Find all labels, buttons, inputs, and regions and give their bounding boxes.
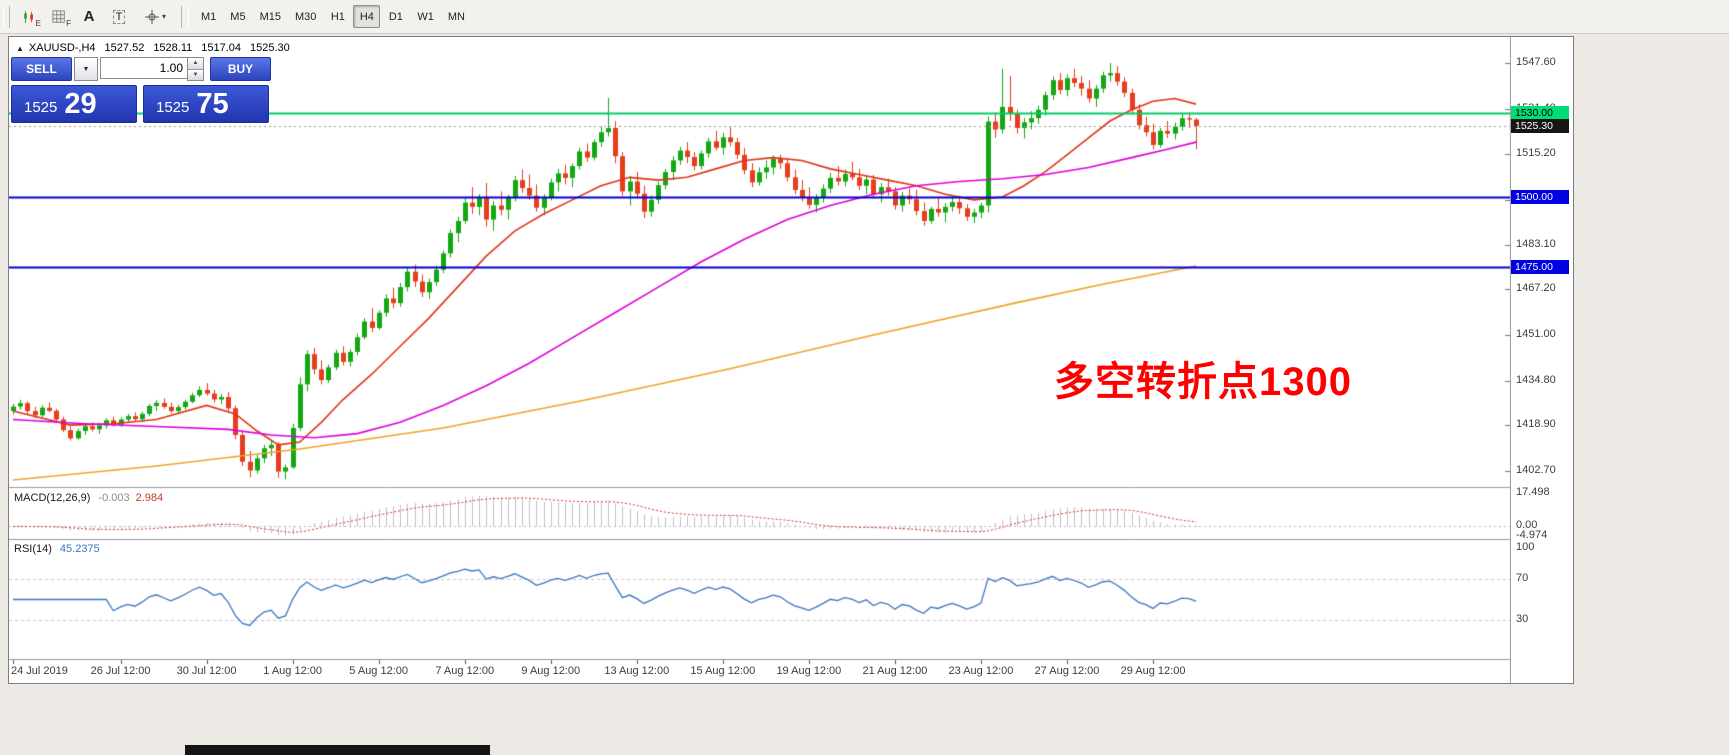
rsi-value: 45.2375 (59, 543, 100, 555)
volume-step-up[interactable]: ▲ (188, 58, 203, 70)
grid-icon (52, 9, 65, 23)
crosshair-icon (144, 9, 159, 24)
price-axis-label: 1402.70 (1516, 464, 1556, 477)
ohlc-open: 1527.52 (104, 42, 145, 54)
bottom-dark-bar (185, 745, 490, 755)
timeframe-button-M1[interactable]: M1 (195, 5, 222, 28)
time-axis-label[interactable]: 23 Aug 12:00 (948, 665, 1014, 677)
time-axis-label[interactable]: 7 Aug 12:00 (435, 665, 495, 677)
rsi-axis-label: 100 (1516, 541, 1535, 554)
timeframe-button-M15[interactable]: M15 (254, 5, 287, 28)
price-axis-label: 1483.10 (1516, 237, 1556, 250)
font-tool-button[interactable]: A (75, 4, 103, 29)
candlestick-icon (24, 10, 33, 23)
tool-sub-label: E (35, 19, 41, 28)
time-axis-label[interactable]: 24 Jul 2019 (11, 665, 68, 677)
timeframe-button-M30[interactable]: M30 (289, 5, 322, 28)
timeframe-button-W1[interactable]: W1 (411, 5, 440, 28)
volume-step-down[interactable]: ▼ (188, 69, 203, 80)
chart-symbol-header: ▲ XAUUSD-,H4 1527.52 1528.11 1517.04 1525.30 (16, 42, 290, 54)
sell-price-pips: 29 (64, 88, 97, 120)
price-tag-1525.30[interactable]: 1525.30 (1511, 118, 1569, 133)
timeframe-button-D1[interactable]: D1 (382, 5, 409, 28)
text-tool-icon: T (112, 9, 126, 24)
timeframe-button-MN[interactable]: MN (442, 5, 471, 28)
grid-chart-icon-button[interactable]: F (45, 4, 73, 29)
time-axis-label[interactable]: 9 Aug 12:00 (521, 665, 581, 677)
price-tag-1475.00[interactable]: 1475.00 (1511, 260, 1569, 275)
ohlc-high: 1528.11 (153, 42, 193, 54)
macd-value-signal: 2.984 (135, 492, 164, 504)
price-axis-label: 1547.60 (1516, 56, 1556, 68)
time-axis-label[interactable]: 1 Aug 12:00 (263, 665, 322, 677)
one-click-trading-panel: SELL ▼ ▲ ▼ BUY 1525 29 1525 (11, 57, 271, 123)
price-axis-label: 1467.20 (1516, 282, 1556, 295)
macd-axis-label: 0.00 (1516, 519, 1538, 532)
font-tool-icon: A (83, 8, 95, 25)
order-type-dropdown[interactable]: ▼ (74, 57, 98, 81)
toolbar-drag-handle[interactable] (3, 5, 10, 28)
time-axis-label[interactable]: 26 Jul 12:00 (90, 665, 151, 677)
symbol-timeframe-label: XAUUSD-,H4 (28, 42, 96, 54)
timeframe-button-H4[interactable]: H4 (353, 5, 381, 28)
price-tag-1500.00[interactable]: 1500.00 (1511, 190, 1569, 205)
text-tool-button[interactable]: T (105, 4, 133, 29)
timeframe-button-H1[interactable]: H1 (324, 5, 351, 28)
time-axis-label[interactable]: 15 Aug 12:00 (690, 665, 756, 677)
buy-price-main: 1525 (156, 99, 190, 116)
timeframe-button-M5[interactable]: M5 (224, 5, 251, 28)
ohlc-close: 1525.30 (250, 42, 290, 54)
rsi-axis-label: 30 (1516, 613, 1529, 625)
time-axis-label[interactable]: 29 Aug 12:00 (1120, 665, 1186, 677)
rsi-indicator-label: RSI(14) 45.2375 (14, 543, 100, 555)
timeframe-toolbar: M1 M5 M15 M30 H1 H4 D1 W1 MN (194, 5, 472, 28)
price-axis-label: 1418.90 (1516, 418, 1556, 431)
candlestick-chart-icon-button[interactable]: E (15, 4, 43, 29)
buy-price-box[interactable]: 1525 75 (143, 85, 269, 123)
macd-title: MACD(12,26,9) (14, 492, 91, 504)
rsi-axis-label: 70 (1516, 572, 1529, 584)
time-axis-label[interactable]: 13 Aug 12:00 (604, 665, 670, 677)
main-toolbar: E F A T ▾ M1 M5 M1 (0, 0, 1729, 34)
chevron-down-icon: ▾ (161, 12, 166, 21)
tool-sub-label: F (66, 19, 71, 28)
volume-stepper: ▲ ▼ (187, 57, 204, 81)
price-tag-1530.00[interactable]: 1530.00 (1511, 105, 1569, 120)
price-chart-canvas[interactable] (9, 37, 1511, 683)
time-axis-label[interactable]: 21 Aug 12:00 (862, 665, 928, 677)
sell-button[interactable]: SELL (11, 57, 72, 81)
macd-indicator-label: MACD(12,26,9) -0.003 2.984 (14, 492, 163, 504)
trade-panel-collapse-arrow[interactable]: ▲ (16, 44, 24, 53)
macd-axis-label: 17.498 (1516, 486, 1550, 498)
macd-value-main: -0.003 (98, 492, 130, 504)
cursor-tool-dropdown-button[interactable]: ▾ (135, 4, 175, 29)
time-axis-label[interactable]: 5 Aug 12:00 (349, 665, 409, 677)
buy-price-pips: 75 (196, 88, 229, 120)
time-axis-label[interactable]: 19 Aug 12:00 (776, 665, 842, 677)
toolbar-separator (181, 5, 189, 28)
sell-price-main: 1525 (24, 99, 58, 116)
macd-axis-label: -4.974 (1516, 528, 1548, 541)
volume-input[interactable] (100, 57, 187, 79)
sell-price-box[interactable]: 1525 29 (11, 85, 137, 123)
buy-button[interactable]: BUY (210, 57, 271, 81)
time-axis-label[interactable]: 27 Aug 12:00 (1034, 665, 1100, 677)
chart-text-annotation[interactable]: 多空转折点1300 (1054, 360, 1352, 404)
ohlc-low: 1517.04 (201, 42, 242, 54)
chart-window: ▲ XAUUSD-,H4 1527.52 1528.11 1517.04 1525.30 … (8, 36, 1574, 684)
price-axis-label: 1434.80 (1516, 373, 1556, 386)
rsi-title: RSI(14) (14, 543, 52, 555)
price-axis-label: 1451.00 (1516, 328, 1556, 341)
price-axis-label: 1515.20 (1516, 147, 1556, 160)
time-axis-label[interactable]: 30 Jul 12:00 (176, 665, 237, 677)
